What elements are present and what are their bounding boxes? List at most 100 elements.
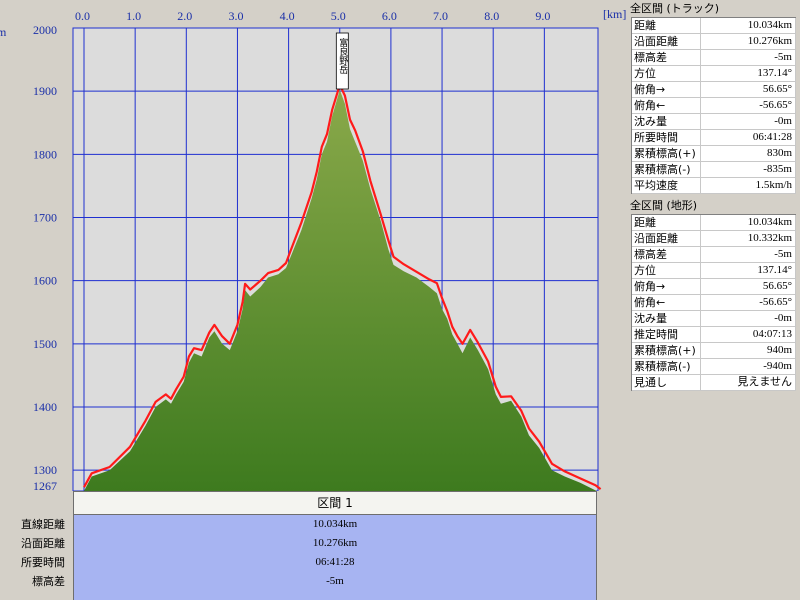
y-tick-label: 1300 bbox=[33, 463, 57, 477]
stat-row: 標高差 -5m bbox=[632, 50, 796, 66]
y-axis-ticks: 2000 1900 1800 1700 1600 1500 1400 1300 1267 bbox=[33, 23, 57, 491]
stat-label: 累積標高(+) bbox=[632, 343, 701, 358]
section-label: 沿面距離 bbox=[21, 537, 65, 550]
stat-label: 俯角← bbox=[632, 295, 701, 310]
section-value: 10.034km bbox=[312, 518, 358, 530]
terrain-stats-grid: 距離 10.034km 沿面距離 10.332km 標高差 -5m 方位 137.14°… bbox=[631, 214, 796, 391]
stat-row: 方位 137.14° bbox=[632, 263, 796, 279]
stat-value: -835m bbox=[701, 162, 796, 177]
track-line bbox=[83, 83, 602, 490]
x-tick-label: 7.0 bbox=[433, 9, 448, 23]
stat-row: 沿面距離 10.276km bbox=[632, 34, 796, 50]
stat-value: 137.14° bbox=[701, 263, 796, 278]
section-label: 所要時間 bbox=[21, 556, 65, 569]
x-tick-label: 3.0 bbox=[228, 9, 243, 23]
stat-row: 平均速度 1.5km/h bbox=[632, 178, 796, 194]
stat-row: 累積標高(-) -835m bbox=[632, 162, 796, 178]
stat-label: 沿面距離 bbox=[632, 231, 701, 246]
stat-label: 距離 bbox=[632, 18, 701, 33]
stat-row: 距離 10.034km bbox=[632, 215, 796, 231]
section-value: -5m bbox=[326, 575, 344, 587]
stat-value: -5m bbox=[701, 50, 796, 65]
stat-label: 俯角→ bbox=[632, 82, 701, 97]
stat-label: 累積標高(+) bbox=[632, 146, 701, 161]
stat-value: 10.276km bbox=[701, 34, 796, 49]
stat-label: 方位 bbox=[632, 66, 701, 81]
stat-value: -940m bbox=[701, 359, 796, 374]
stat-row: 距離 10.034km bbox=[632, 18, 796, 34]
stat-value: -5m bbox=[701, 247, 796, 262]
stat-label: 標高差 bbox=[632, 50, 701, 65]
x-tick-label: 0.0 bbox=[75, 9, 90, 23]
stat-label: 距離 bbox=[632, 215, 701, 230]
stat-value: 10.034km bbox=[701, 18, 796, 33]
y-tick-label: 1800 bbox=[33, 147, 57, 161]
stat-value: 830m bbox=[701, 146, 796, 161]
stat-value: 940m bbox=[701, 343, 796, 358]
y-axis-unit: m bbox=[0, 25, 7, 39]
stat-value: 10.332km bbox=[701, 231, 796, 246]
stat-value: 137.14° bbox=[701, 66, 796, 81]
stat-row: 累積標高(+) 830m bbox=[632, 146, 796, 162]
y-tick-label: 1600 bbox=[33, 274, 57, 288]
x-tick-label: 1.0 bbox=[126, 9, 141, 23]
stat-value: 04:07:13 bbox=[701, 327, 796, 342]
y-tick-label: 1700 bbox=[33, 210, 57, 224]
stat-label: 平均速度 bbox=[632, 178, 701, 193]
stat-value: -56.65° bbox=[701, 98, 796, 113]
section-label: 直線距離 bbox=[21, 518, 65, 531]
track-panel-title: 全区間 (トラック) bbox=[630, 2, 720, 15]
section-header[interactable]: 区間 1 bbox=[73, 491, 597, 515]
x-tick-label: 4.0 bbox=[280, 9, 295, 23]
stat-row: 俯角→ 56.65° bbox=[632, 279, 796, 295]
stat-row: 見通し 見えません bbox=[632, 375, 796, 391]
stat-value: 56.65° bbox=[701, 82, 796, 97]
terrain-panel-title: 全区間 (地形) bbox=[630, 199, 698, 212]
stat-label: 標高差 bbox=[632, 247, 701, 262]
stat-label: 俯角→ bbox=[632, 279, 701, 294]
x-tick-label: 6.0 bbox=[382, 9, 397, 23]
stat-value: -0m bbox=[701, 114, 796, 129]
stat-row: 俯角← -56.65° bbox=[632, 295, 796, 311]
terrain-area bbox=[84, 89, 601, 491]
stat-value: -0m bbox=[701, 311, 796, 326]
x-axis-unit: [km] bbox=[603, 7, 626, 21]
stat-value: 1.5km/h bbox=[701, 178, 796, 193]
profile-pane: 0.0 1.0 2.0 3.0 4.0 5.0 6.0 7.0 8.0 9.0 2000 1900 1… bbox=[0, 0, 627, 600]
stat-row: 沿面距離 10.332km bbox=[632, 231, 796, 247]
stat-row: 所要時間 06:41:28 bbox=[632, 130, 796, 146]
section-labels: 直線距離 沿面距離 所要時間 標高差 bbox=[0, 515, 71, 591]
x-tick-label: 8.0 bbox=[484, 9, 499, 23]
section-value: 10.276km bbox=[312, 537, 358, 549]
stat-row: 俯角→ 56.65° bbox=[632, 82, 796, 98]
stat-row: 累積標高(+) 940m bbox=[632, 343, 796, 359]
stat-label: 沈み量 bbox=[632, 114, 701, 129]
stat-value: 56.65° bbox=[701, 279, 796, 294]
stat-row: 方位 137.14° bbox=[632, 66, 796, 82]
stat-value: 10.034km bbox=[701, 215, 796, 230]
stat-row: 累積標高(-) -940m bbox=[632, 359, 796, 375]
x-tick-label: 2.0 bbox=[177, 9, 192, 23]
stat-label: 方位 bbox=[632, 263, 701, 278]
stat-label: 俯角← bbox=[632, 98, 701, 113]
stat-row: 沈み量 -0m bbox=[632, 114, 796, 130]
y-tick-label: 1500 bbox=[33, 337, 57, 351]
y-tick-label: 1900 bbox=[33, 84, 57, 98]
stat-value: 見えません bbox=[701, 375, 796, 390]
section-label: 標高差 bbox=[32, 575, 65, 588]
x-axis-ticks: 0.0 1.0 2.0 3.0 4.0 5.0 6.0 7.0 8.0 9.0 bbox=[75, 9, 550, 23]
elevation-profile-chart[interactable]: 0.0 1.0 2.0 3.0 4.0 5.0 6.0 7.0 8.0 9.0 2000 1900 1… bbox=[0, 0, 627, 491]
stat-value: 06:41:28 bbox=[701, 130, 796, 145]
stat-label: 所要時間 bbox=[632, 130, 701, 145]
section-values: 10.034km 10.276km 06:41:28 -5m bbox=[73, 515, 597, 600]
stat-row: 沈み量 -0m bbox=[632, 311, 796, 327]
stat-label: 累積標高(-) bbox=[632, 359, 701, 374]
y-tick-label: 1267 bbox=[33, 479, 57, 491]
peak-label: 富良野岳 bbox=[337, 37, 348, 75]
peak-marker: 富良野岳 bbox=[335, 32, 349, 90]
stat-label: 見通し bbox=[632, 375, 701, 390]
stat-label: 累積標高(-) bbox=[632, 162, 701, 177]
stats-pane: 全区間 (トラック) 距離 10.034km 沿面距離 10.276km 標高差 -5… bbox=[627, 0, 800, 600]
stat-row: 推定時間 04:07:13 bbox=[632, 327, 796, 343]
stat-value: -56.65° bbox=[701, 295, 796, 310]
